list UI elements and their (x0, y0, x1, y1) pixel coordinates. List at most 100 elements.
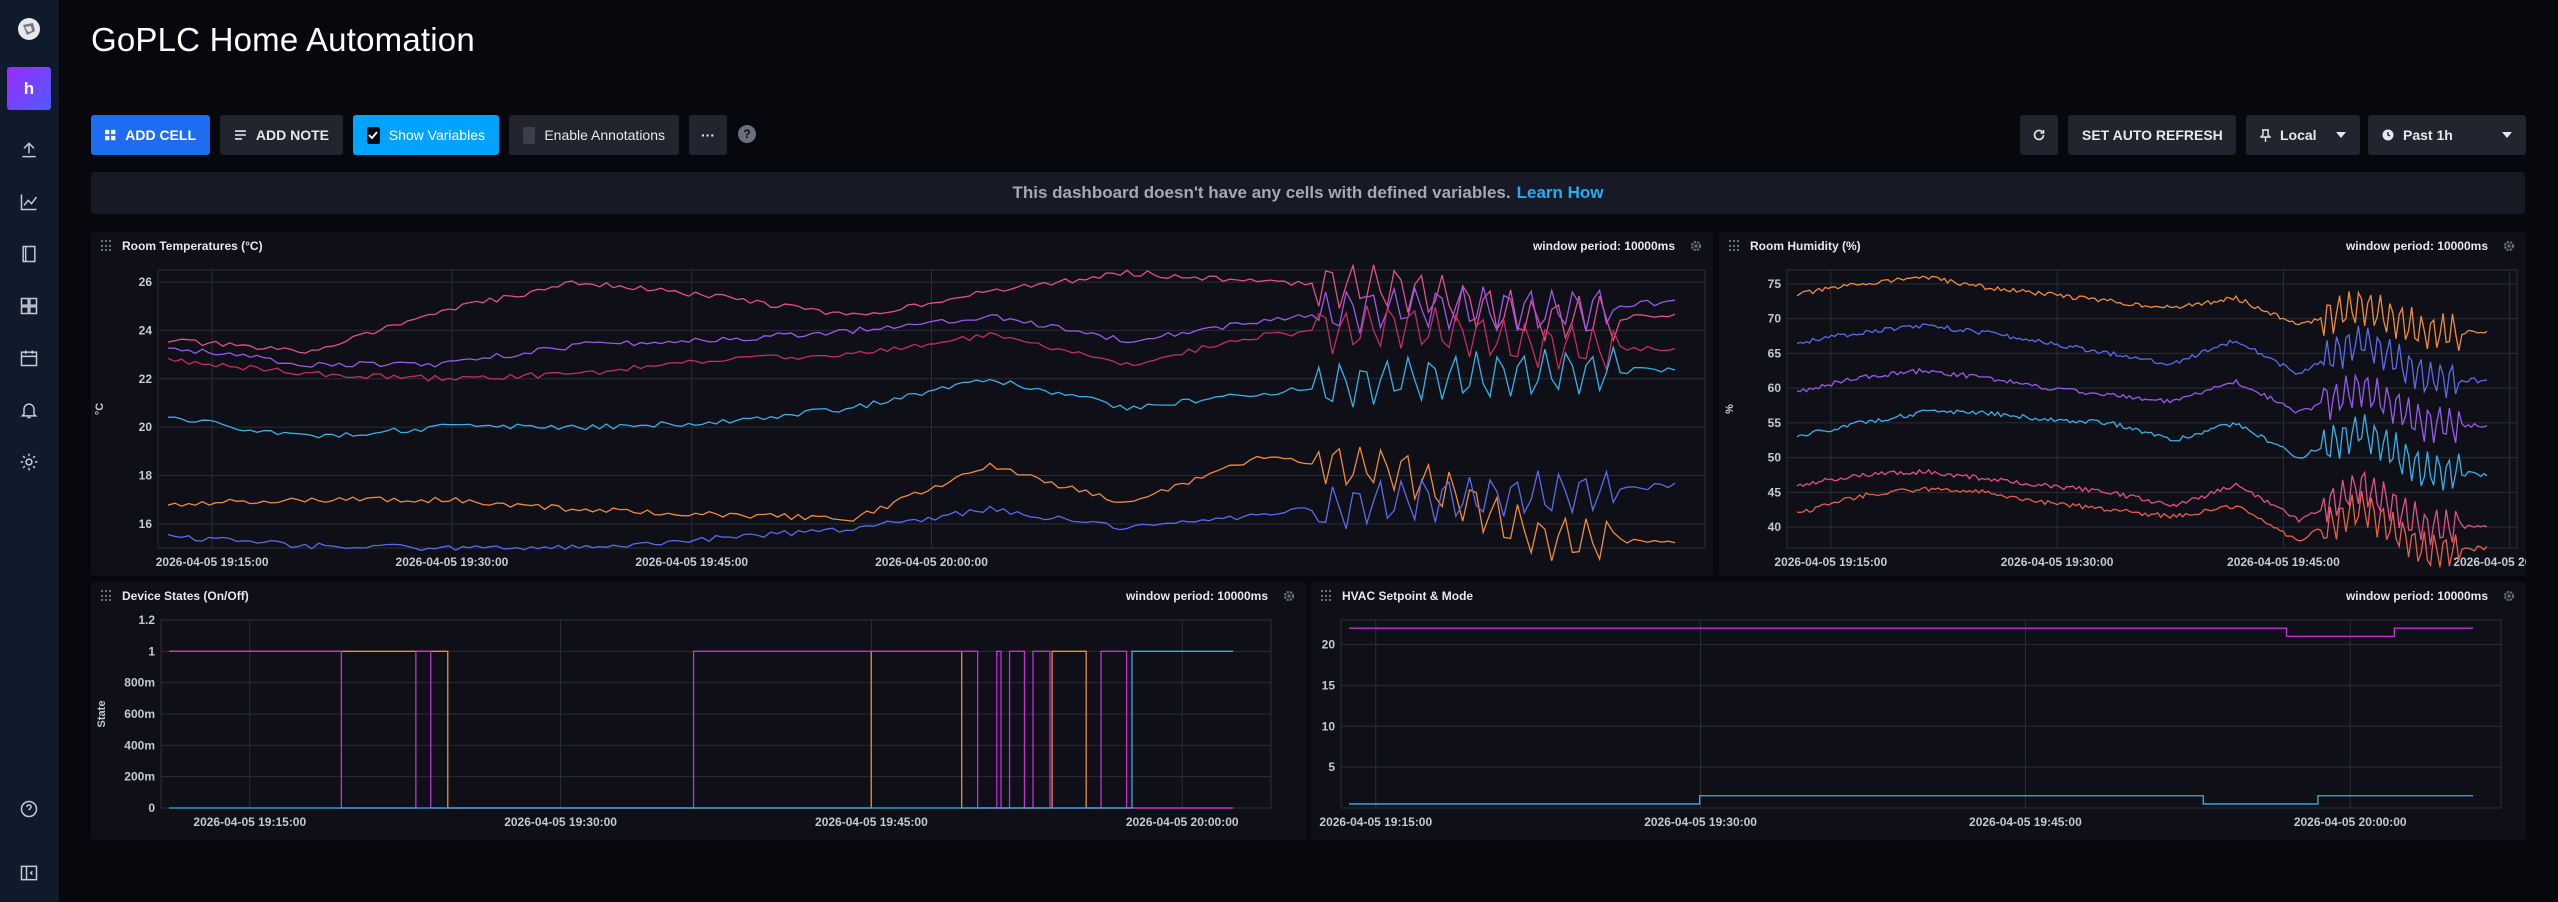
window-period: window period: 10000ms (1125, 589, 1268, 603)
refresh-icon (2033, 129, 2045, 141)
series-line (1349, 627, 2473, 637)
add-cell-button[interactable]: ADD CELL (91, 115, 210, 155)
humidity-chart[interactable]: 75 70 65 60 55 50 45 40 2026-04-05 19:15:00 2026-… (1719, 232, 2526, 576)
enable-annotations-toggle[interactable]: Enable Annotations (509, 115, 679, 155)
pin-icon (2260, 128, 2271, 142)
page-title[interactable]: GoPLC Home Automation (91, 21, 475, 58)
series-line (1796, 409, 2488, 491)
note-icon (234, 129, 246, 140)
show-variables-label: Show Variables (388, 127, 485, 143)
more-options-button[interactable]: ··· (689, 115, 727, 155)
caret-down-icon (2336, 132, 2346, 138)
cell-title[interactable]: Room Temperatures (°C) (122, 239, 263, 253)
x-tick-label: 2026-04-05 19:15:00 (1319, 815, 1432, 829)
drag-handle-icon[interactable] (1321, 590, 1333, 602)
y-axis-label: % (1724, 404, 1736, 414)
x-tick-label: 2026-04-05 19:30:00 (2001, 555, 2114, 569)
series-line (167, 263, 1676, 354)
clock-icon (2382, 129, 2394, 141)
collapse-icon[interactable] (17, 861, 41, 885)
y-axis-label: °C (94, 403, 106, 415)
learn-how-link[interactable]: Learn How (1516, 183, 1604, 202)
show-variables-checkbox[interactable] (367, 126, 380, 144)
enable-annotations-label: Enable Annotations (544, 127, 665, 143)
dashboards-icon[interactable] (17, 294, 41, 318)
drag-handle-icon[interactable] (1729, 240, 1741, 252)
series-line (1796, 367, 2488, 444)
refresh-button[interactable] (2020, 115, 2058, 155)
y-tick-label: 200m (124, 770, 155, 784)
add-cell-label: ADD CELL (125, 127, 196, 143)
drag-handle-icon[interactable] (101, 240, 113, 252)
plot-frame (1786, 269, 2518, 549)
cell-title[interactable]: Device States (On/Off) (122, 589, 249, 603)
help-icon[interactable] (17, 797, 41, 821)
timezone-dropdown[interactable]: Local (2246, 115, 2360, 155)
add-note-button[interactable]: ADD NOTE (220, 115, 343, 155)
set-auto-refresh-button[interactable]: SET AUTO REFRESH (2068, 115, 2236, 155)
cell-device-states: Device States (On/Off) window period: 10… (91, 582, 1306, 840)
calendar-icon[interactable] (17, 346, 41, 370)
device-states-chart[interactable]: 1.2 1 800m 600m 400m 200m 0 2026-04-05 19:15:00… (91, 582, 1306, 840)
show-variables-toggle[interactable]: Show Variables (353, 115, 499, 155)
x-tick-label: 2026-04-05 19:30:00 (396, 555, 509, 569)
series-line (167, 344, 1676, 439)
series-line (1349, 795, 2473, 805)
dashboards-icon (105, 129, 116, 140)
timezone-label: Local (2280, 127, 2317, 143)
hvac-chart[interactable]: 20 15 10 5 2026-04-05 19:15:00 2026-04-05 19:… (1311, 582, 2526, 840)
enable-annotations-checkbox[interactable] (523, 126, 536, 144)
variables-banner: This dashboard doesn't have any cells wi… (91, 172, 2525, 214)
y-tick-label: 800m (124, 676, 155, 690)
x-tick-label: 2026-04-05 19:15:00 (193, 815, 306, 829)
time-range-dropdown[interactable]: Past 1h (2368, 115, 2526, 155)
series-line (169, 650, 1233, 809)
bell-icon[interactable] (17, 398, 41, 422)
y-axis-label: State (96, 701, 108, 728)
time-range-label: Past 1h (2403, 127, 2453, 143)
x-tick-label: 2026-04-05 19:30:00 (504, 815, 617, 829)
cell-title[interactable]: HVAC Setpoint & Mode (1342, 589, 1474, 603)
gear-icon[interactable] (1282, 589, 1296, 603)
y-tick-label: 22 (139, 372, 153, 386)
series-line (1796, 275, 2488, 352)
set-auto-refresh-label: SET AUTO REFRESH (2082, 127, 2223, 143)
temperature-chart[interactable]: 26 24 22 20 18 16 2026-04-05 19:15:00 2026-04-0… (91, 232, 1713, 576)
cell-title[interactable]: Room Humidity (%) (1750, 239, 1861, 253)
y-tick-label: 0 (148, 801, 155, 815)
cell-hvac-setpoint: HVAC Setpoint & Mode window period: 1000… (1311, 582, 2526, 840)
upload-icon[interactable] (17, 138, 41, 162)
gear-icon[interactable] (17, 450, 41, 474)
help-icon[interactable]: ? (738, 125, 756, 143)
logo-icon[interactable] (13, 13, 45, 45)
y-tick-label: 26 (139, 275, 153, 289)
series-line (1796, 468, 2488, 546)
y-tick-label: 60 (1768, 381, 1782, 395)
x-tick-label: 2026-04-05 20:00:00 (1126, 815, 1239, 829)
window-period: window period: 10000ms (2345, 239, 2488, 253)
drag-handle-icon[interactable] (101, 590, 113, 602)
y-tick-label: 15 (1322, 678, 1336, 692)
x-tick-label: 2026-04-05 19:15:00 (156, 555, 269, 569)
x-tick-label: 2026-04-05 19:15:00 (1774, 555, 1887, 569)
graph-icon[interactable] (17, 190, 41, 214)
gear-icon[interactable] (2502, 239, 2516, 253)
x-tick-label: 2026-04-05 20:00:00 (2453, 555, 2526, 569)
y-tick-label: 75 (1768, 277, 1782, 291)
avatar[interactable]: h (7, 67, 51, 110)
y-tick-label: 1 (148, 644, 155, 658)
window-period: window period: 10000ms (2345, 589, 2488, 603)
y-tick-label: 20 (139, 420, 153, 434)
window-period: window period: 10000ms (1532, 239, 1675, 253)
y-tick-label: 24 (139, 323, 153, 337)
cell-header: HVAC Setpoint & Mode window period: 1000… (1311, 582, 2526, 610)
y-tick-label: 45 (1768, 485, 1782, 499)
cell-room-temperatures: Room Temperatures (°C) window period: 10… (91, 232, 1713, 576)
x-tick-label: 2026-04-05 19:30:00 (1644, 815, 1757, 829)
y-tick-label: 1.2 (138, 613, 155, 627)
notebook-icon[interactable] (17, 242, 41, 266)
gear-icon[interactable] (2502, 589, 2516, 603)
gear-icon[interactable] (1689, 239, 1703, 253)
caret-down-icon (2502, 132, 2512, 138)
x-tick-label: 2026-04-05 19:45:00 (1969, 815, 2082, 829)
